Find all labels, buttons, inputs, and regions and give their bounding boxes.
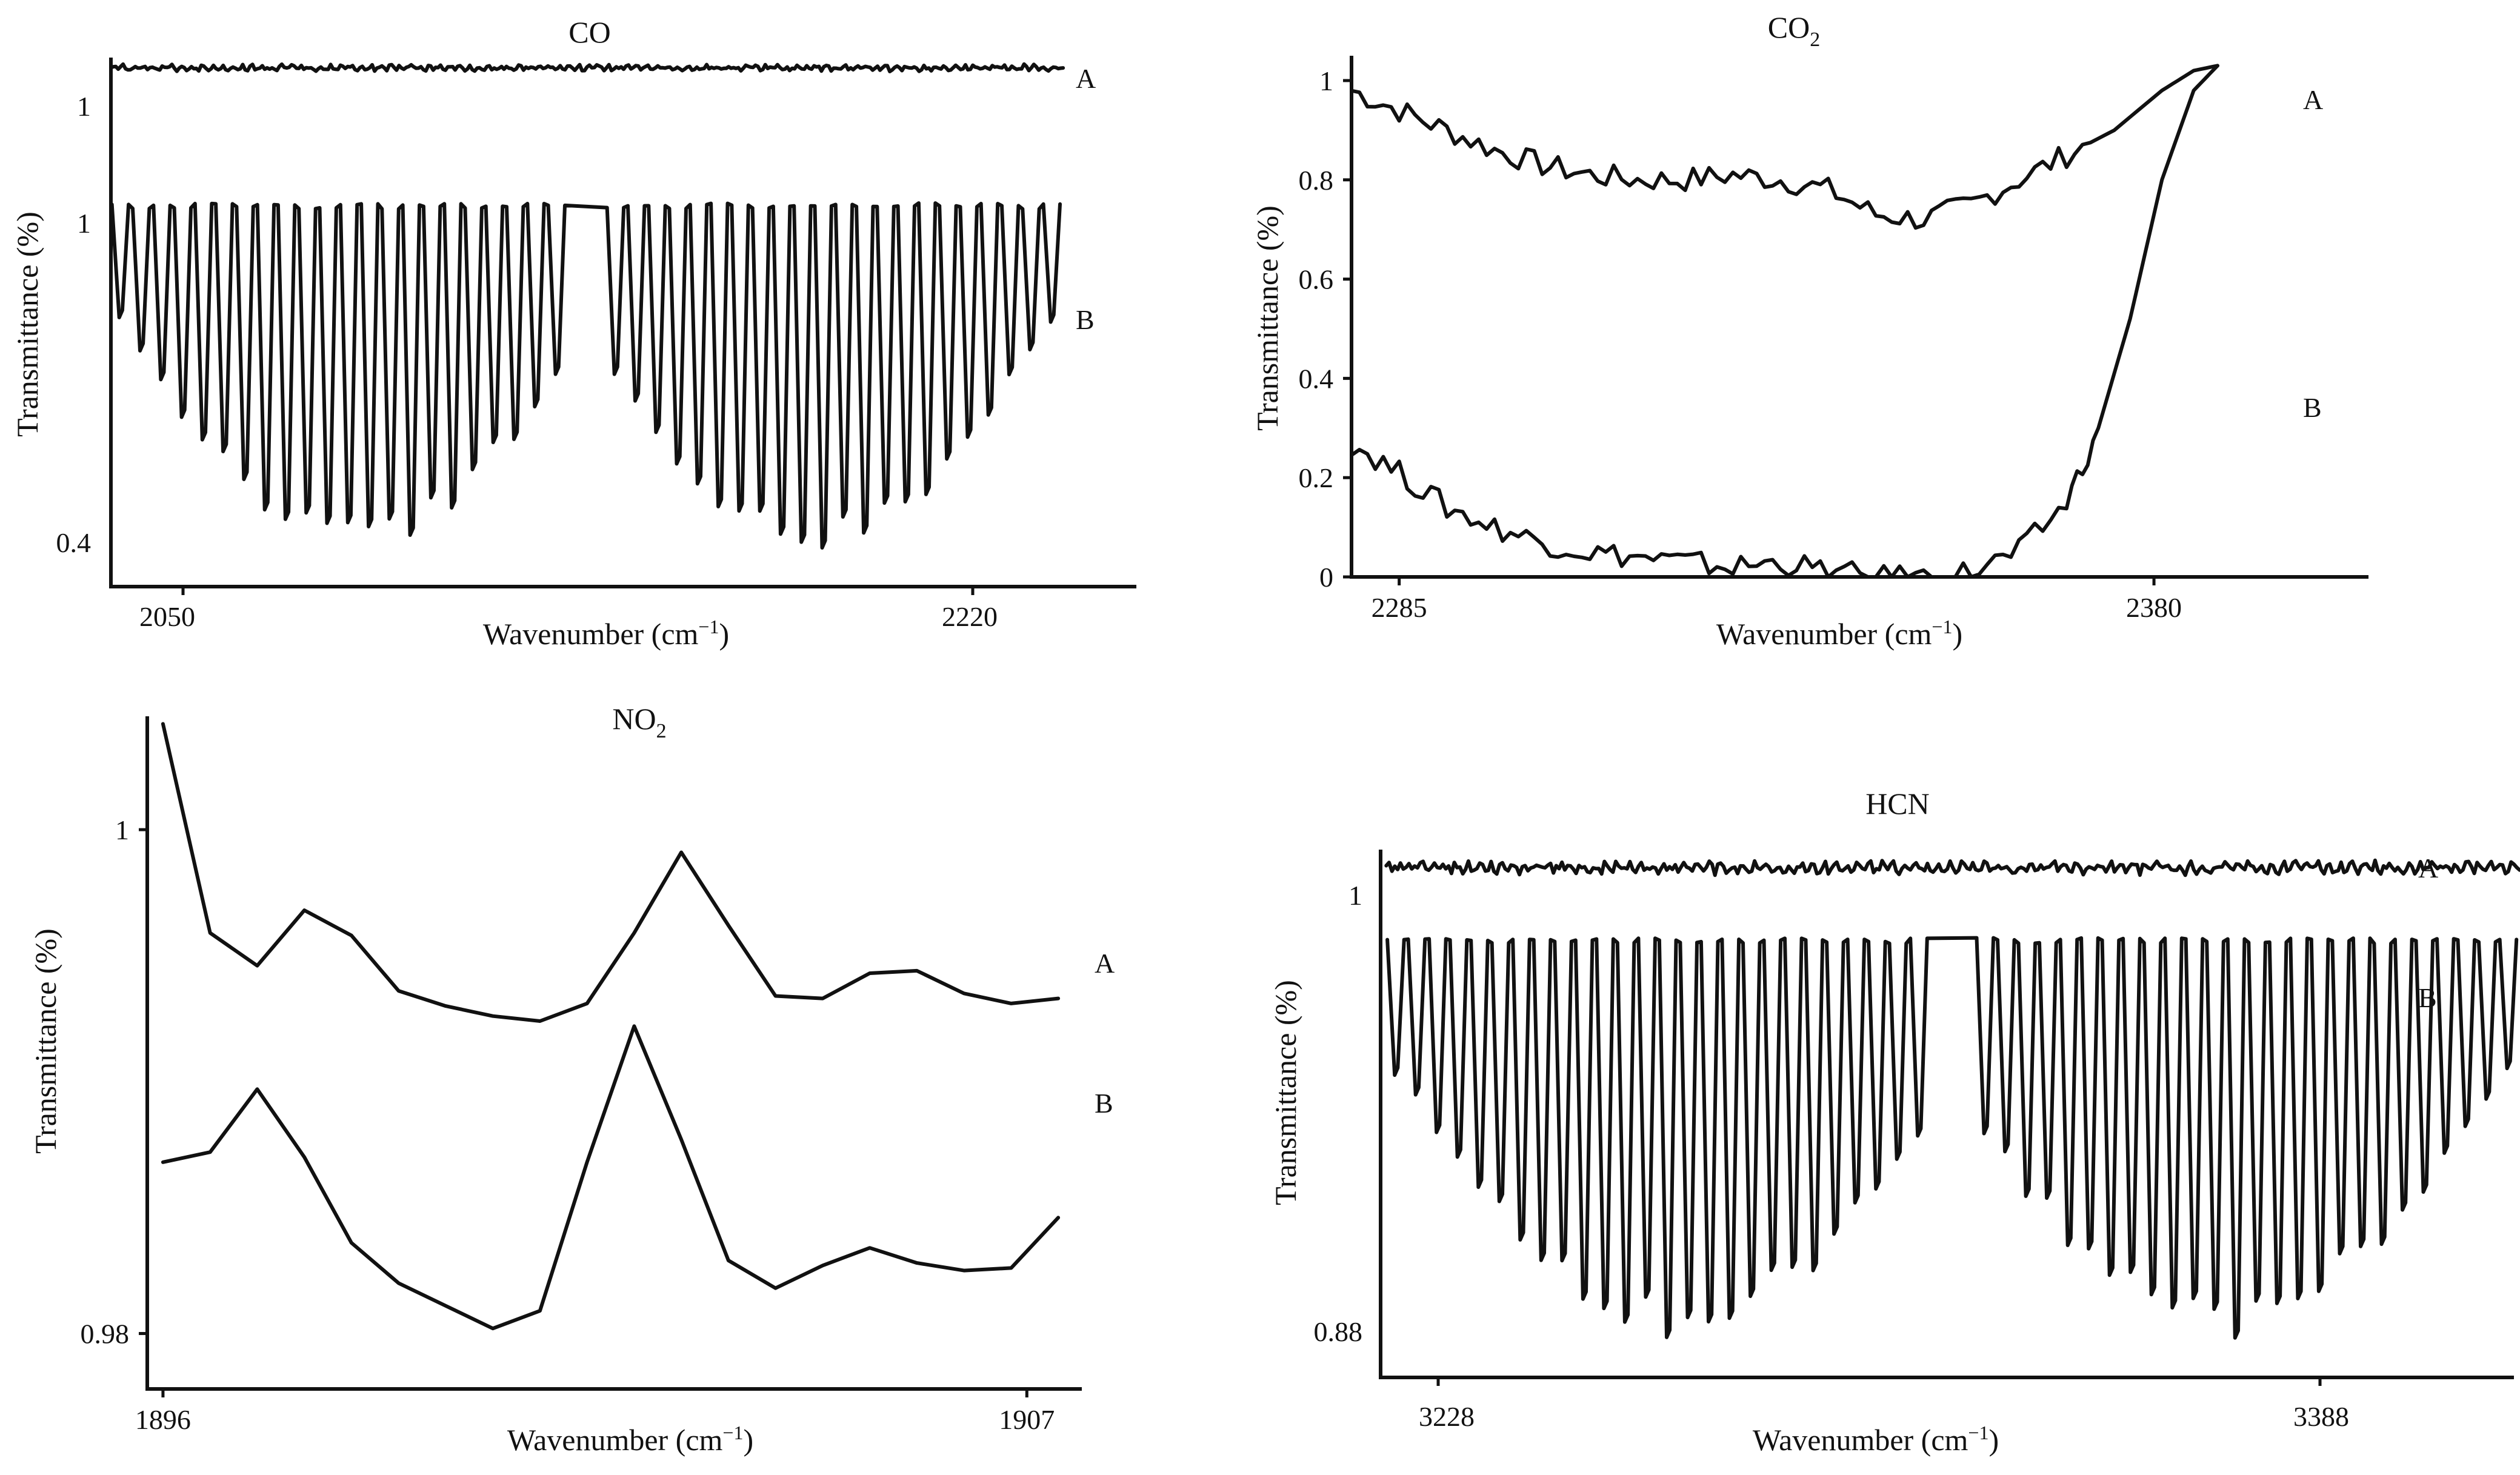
no2-x-axis-label: Wavenumber (cm−1)	[507, 1422, 753, 1457]
co-y-axis-label: Transmittance (%)	[10, 211, 44, 437]
co2-x-tick-label: 2380	[2126, 592, 2182, 623]
no2-x-tick-label: 1907	[999, 1404, 1055, 1435]
hcn-series-b-line	[1385, 936, 2519, 1340]
co2-series-a-label: A	[2303, 84, 2323, 115]
co2-series-b-label: B	[2303, 392, 2322, 423]
co-series-a-label: A	[1076, 63, 1096, 94]
no2-y-tick-label: 1	[115, 814, 129, 845]
no2-y-ticks: 0.98 1	[81, 814, 147, 1350]
co-series-a-tick-label: 1	[77, 91, 91, 122]
hcn-chart-panel: HCN 3228 3388 1 0.88 Wavenumber (cm−1) T…	[1268, 787, 2520, 1457]
no2-x-ticks: 1896 1907	[135, 1389, 1055, 1435]
hcn-x-tick-label: 3228	[1419, 1401, 1475, 1432]
co2-series-a-line	[1350, 64, 2219, 230]
no2-series-a-label: A	[1095, 948, 1115, 979]
co-x-tick-label: 2220	[942, 601, 998, 632]
no2-series-b-label: B	[1095, 1088, 1113, 1119]
co-series-b-label: B	[1076, 304, 1095, 335]
hcn-series-b-tick-label: 0.88	[1314, 1316, 1363, 1347]
co-series-b-line	[110, 201, 1062, 550]
co-x-tick-label: 2050	[139, 601, 195, 632]
co2-chart-title: CO2	[1768, 10, 1820, 51]
co2-y-axis-label: Transmittance (%)	[1250, 205, 1284, 431]
co-chart-title: CO	[568, 15, 610, 49]
co-series-b-tick-label: 0.4	[56, 527, 92, 558]
co-series-b-tick-label: 1	[77, 208, 91, 239]
co-x-axis-label: Wavenumber (cm−1)	[483, 616, 729, 651]
hcn-x-axis-label: Wavenumber (cm−1)	[1753, 1422, 1999, 1457]
co2-series-b-line	[1350, 64, 2219, 579]
no2-y-axis-label: Transmittance (%)	[28, 928, 62, 1154]
no2-chart-panel: NO2 0.98 1 1896 1907 Wavenumber (cm−1) Tra…	[28, 702, 1115, 1457]
no2-series-a-line	[161, 722, 1061, 1023]
hcn-x-tick-label: 3388	[2293, 1401, 2349, 1432]
co2-y-tick-label: 0.8	[1299, 165, 1334, 196]
co2-y-tick-label: 0	[1319, 562, 1333, 593]
hcn-chart-title: HCN	[1865, 787, 1930, 821]
hcn-y-axis-label: Transmittance (%)	[1268, 980, 1302, 1205]
co2-x-axis-label: Wavenumber (cm−1)	[1716, 616, 1962, 651]
co-series-a-line	[109, 62, 1065, 73]
no2-y-tick-label: 0.98	[81, 1319, 130, 1350]
co-chart-panel: CO 2050 2220 1 1 0.4 Wavenumber (cm−1) T…	[10, 15, 1136, 651]
no2-chart-title: NO2	[612, 702, 666, 742]
co2-y-ticks: 0 0.2 0.4 0.6 0.8 1	[1299, 65, 1352, 593]
hcn-series-a-label: A	[2418, 853, 2438, 884]
co2-y-tick-label: 1	[1319, 65, 1333, 96]
no2-x-tick-label: 1896	[135, 1404, 191, 1435]
no2-series-b-line	[161, 1024, 1061, 1331]
hcn-series-b-label: B	[2418, 982, 2437, 1013]
co2-y-tick-label: 0.4	[1299, 363, 1334, 394]
co2-x-ticks: 2285 2380	[1372, 577, 2182, 623]
co2-y-tick-label: 0.2	[1299, 462, 1334, 493]
co2-chart-panel: CO2 0 0.2 0.4 0.6 0.8 1 2285 2380 Wavenumber (…	[1250, 10, 2368, 651]
hcn-series-a-line	[1384, 858, 2520, 877]
hcn-series-a-tick-label: 1	[1348, 880, 1362, 911]
co2-y-tick-label: 0.6	[1299, 264, 1334, 295]
co2-x-tick-label: 2285	[1372, 592, 1427, 623]
